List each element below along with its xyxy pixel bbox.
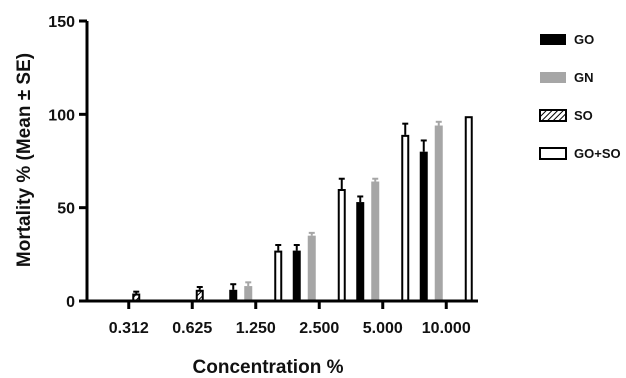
- y-tick-label: 50: [57, 201, 75, 218]
- legend-label-go-plus-so: GO+SO: [574, 146, 621, 161]
- y-axis-ticks: 0 50 100 150: [48, 14, 87, 311]
- y-tick-label: 100: [48, 107, 75, 124]
- bar-so-0-625: [195, 289, 204, 302]
- x-axis-ticks: 0.312 0.625 1.250 2.500 5.000 10.000: [109, 301, 471, 337]
- x-axis-title: Concentration %: [193, 357, 344, 378]
- x-tick-label: 2.500: [299, 320, 339, 337]
- axes: [85, 21, 478, 303]
- bar-go-plus-so-1-250: [274, 250, 283, 303]
- bar-go-2-500: [292, 250, 301, 301]
- legend-label-so: SO: [574, 108, 593, 123]
- bar-gn-10-000: [434, 125, 443, 302]
- bar-go-plus-so-2-500: [337, 189, 346, 302]
- legend-swatch-go: [540, 34, 566, 45]
- legend-swatch-gn: [540, 72, 566, 83]
- x-tick-label: 0.625: [172, 320, 212, 337]
- error-bars: [133, 120, 442, 294]
- x-tick-label: 0.312: [109, 320, 149, 337]
- bar-go-5-000: [356, 202, 365, 301]
- legend-label-go: GO: [574, 32, 594, 47]
- bar-gn-1-250: [244, 286, 253, 301]
- bar-gn-2-500: [307, 235, 316, 301]
- x-tick-label: 1.250: [236, 320, 276, 337]
- bar-go-10-000: [419, 151, 428, 301]
- bar-go-plus-so-5-000: [401, 134, 410, 302]
- y-tick-label: 150: [48, 14, 75, 31]
- y-axis-title: Mortality % (Mean ± SE): [14, 53, 35, 267]
- x-tick-label: 10.000: [422, 320, 471, 337]
- bars: [132, 116, 473, 303]
- bar-gn-5-000: [371, 181, 380, 301]
- legend-swatch-so: [539, 109, 567, 122]
- x-tick-label: 5.000: [363, 320, 403, 337]
- bar-go-1-250: [229, 289, 238, 301]
- legend: GO GN SO GO+SO: [539, 32, 621, 161]
- legend-label-gn: GN: [574, 70, 594, 85]
- legend-swatch-go-plus-so: [539, 147, 567, 160]
- y-tick-label: 0: [66, 294, 75, 311]
- bar-go-plus-so-10-000: [464, 116, 473, 302]
